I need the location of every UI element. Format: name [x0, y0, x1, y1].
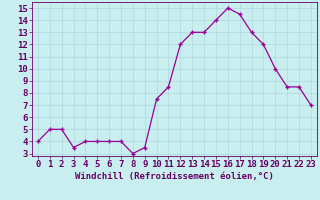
X-axis label: Windchill (Refroidissement éolien,°C): Windchill (Refroidissement éolien,°C): [75, 172, 274, 181]
